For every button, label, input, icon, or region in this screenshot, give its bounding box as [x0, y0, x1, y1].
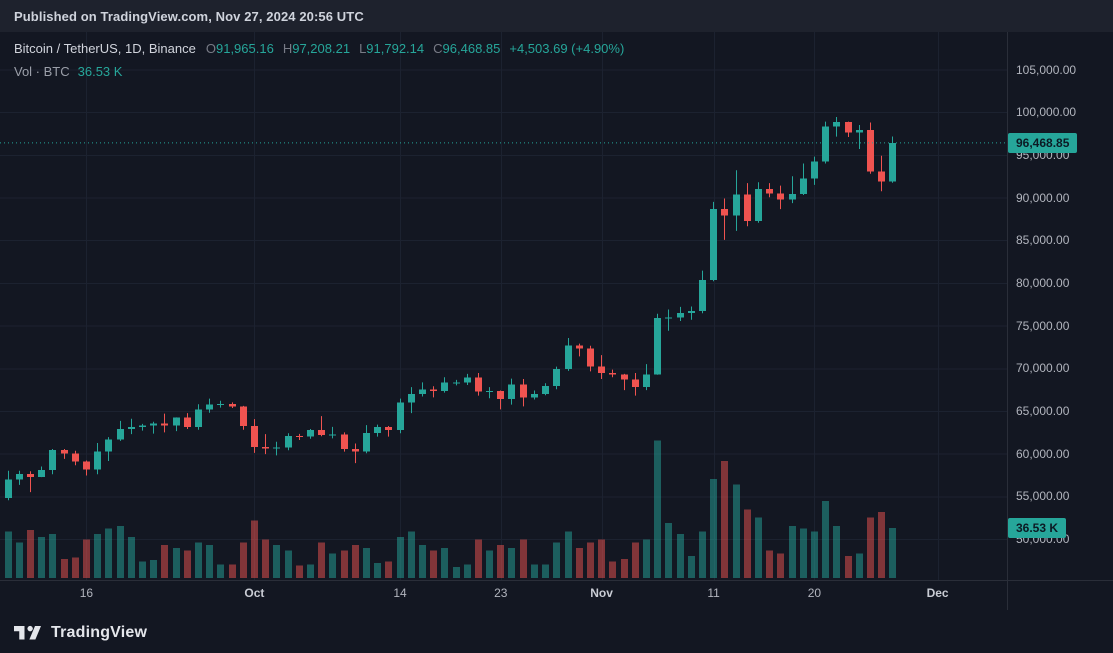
change-value: +4,503.69 (+4.90%) — [509, 41, 625, 56]
ohlc-high: H97,208.21 — [283, 41, 350, 56]
ohlc-open-label: O — [205, 41, 216, 56]
price-axis-label: 100,000.00 — [1016, 105, 1077, 120]
tradingview-logo-icon[interactable] — [14, 623, 41, 644]
price-axis-label: 55,000.00 — [1016, 489, 1070, 504]
time-axis-label: 23 — [494, 586, 508, 600]
ohlc-high-value: 97,208.21 — [292, 41, 351, 56]
chart-legend: Bitcoin / TetherUS, 1D, Binance O91,965.… — [14, 41, 624, 79]
volume-value: 36.53 K — [77, 64, 123, 79]
ohlc-open-value: 91,965.16 — [215, 41, 274, 56]
time-axis-label: 14 — [393, 586, 407, 600]
volume-label: Vol · BTC — [14, 64, 70, 79]
price-axis-label: 65,000.00 — [1016, 403, 1070, 418]
volume-badge: 36.53 K — [1008, 517, 1067, 538]
price-axis-label: 90,000.00 — [1016, 190, 1070, 205]
time-axis[interactable]: 16 Oct 14 23 Nov 11 20 Dec — [0, 584, 1008, 608]
price-axis[interactable]: 105,000.00 100,000.00 95,000.00 90,000.00 85… — [1008, 32, 1113, 653]
price-axis-label: 80,000.00 — [1016, 275, 1070, 290]
grid-lines — [0, 32, 1007, 580]
last-price-badge-value: 96,468.85 — [1016, 135, 1070, 150]
time-axis-label: Dec — [926, 586, 949, 600]
time-axis-label: 11 — [707, 586, 720, 600]
time-axis-label: Oct — [244, 586, 265, 600]
volume-row: Vol · BTC 36.53 K — [14, 64, 624, 79]
ohlc-open: O91,965.16 — [206, 41, 274, 56]
price-axis-label: 60,000.00 — [1016, 446, 1070, 461]
price-axis-label: 75,000.00 — [1016, 318, 1070, 333]
published-banner: Published on TradingView.com, Nov 27, 20… — [0, 0, 1113, 32]
time-axis-label: 16 — [79, 586, 94, 600]
symbol-ohlc-row: Bitcoin / TetherUS, 1D, Binance O91,965.… — [14, 41, 624, 56]
volume-badge-value: 36.53 K — [1016, 520, 1059, 535]
ohlc-close-label: C — [433, 41, 443, 56]
price-axis-label: 85,000.00 — [1016, 233, 1070, 248]
time-axis-label: 20 — [807, 586, 822, 600]
ohlc-low-label: L — [359, 41, 367, 56]
published-caption: Published on TradingView.com, Nov 27, 20… — [14, 8, 364, 24]
axis-separators — [0, 32, 1113, 610]
time-axis-label: Nov — [590, 586, 613, 600]
price-axis-label: 70,000.00 — [1016, 361, 1070, 376]
last-price-badge: 96,468.85 — [1008, 132, 1078, 153]
ohlc-close-value: 96,468.85 — [442, 41, 501, 56]
volume-bars — [5, 440, 896, 578]
ohlc-low-value: 91,792.14 — [366, 41, 425, 56]
footer-bar: TradingView — [14, 617, 147, 649]
symbol-title[interactable]: Bitcoin / TetherUS, 1D, Binance — [14, 41, 196, 56]
ohlc-close: C96,468.85 — [433, 41, 500, 56]
brand-name[interactable]: TradingView — [51, 624, 148, 641]
ohlc-low: L91,792.14 — [359, 41, 424, 56]
ohlc-high-label: H — [282, 41, 293, 56]
price-axis-label: 105,000.00 — [1016, 62, 1077, 77]
candles — [5, 116, 896, 501]
